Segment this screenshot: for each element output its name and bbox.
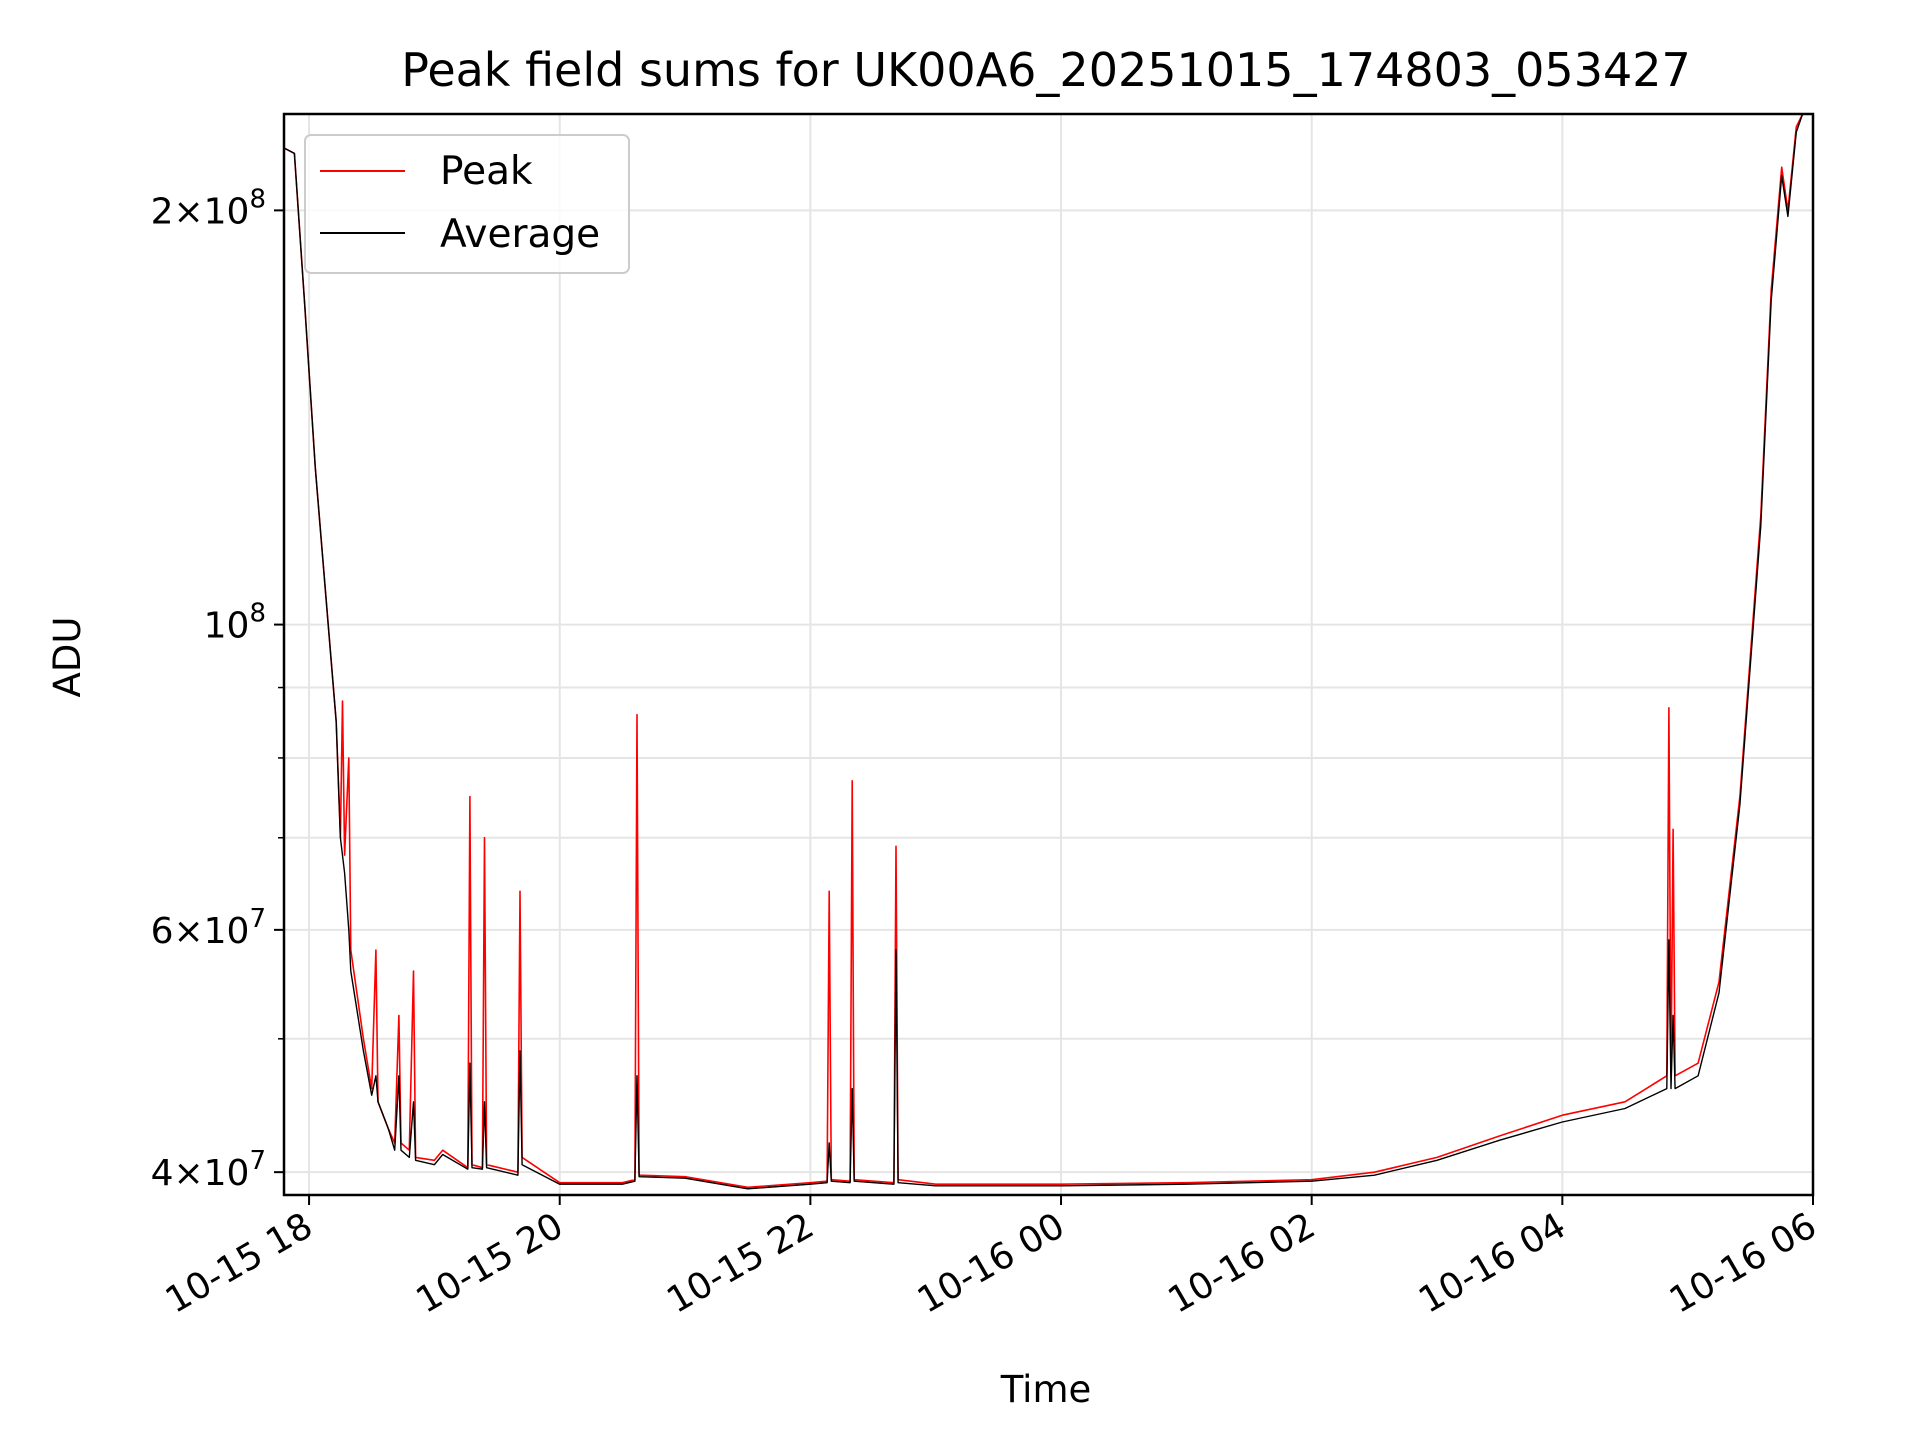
legend-peak-label: Peak: [440, 149, 533, 194]
peak-series-line: [284, 114, 1804, 1189]
y-tick-label: 2×108: [151, 184, 266, 232]
x-axis-label: Time: [1000, 1368, 1092, 1411]
plot-frame: [282, 112, 1815, 1197]
legend-average-label: Average: [440, 212, 600, 257]
y-tick-label: 108: [204, 599, 266, 647]
legend-box: [304, 134, 630, 274]
grid: [284, 114, 1814, 1195]
y-tick-label: 6×107: [151, 904, 266, 952]
y-tick-label: 4×107: [151, 1146, 266, 1194]
average-series-line: [284, 114, 1804, 1190]
plot-lines: [284, 114, 1804, 1190]
legend: Peak Average: [304, 134, 630, 274]
y-axis-label: ADU: [46, 617, 89, 698]
chart-title: Peak field sums for UK00A6_20251015_1748…: [401, 43, 1691, 97]
